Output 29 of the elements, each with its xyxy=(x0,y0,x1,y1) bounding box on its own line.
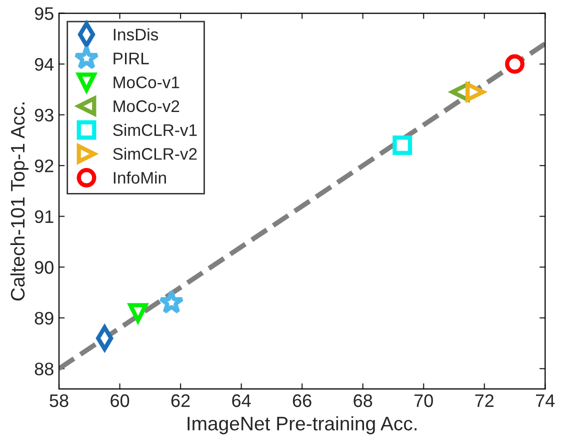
x-tick-label: 68 xyxy=(354,394,372,408)
legend-label: MoCo-v2 xyxy=(114,100,180,112)
x-tick-label: 64 xyxy=(232,394,251,408)
legend-label: InsDis xyxy=(114,28,158,40)
y-tick-label: 90 xyxy=(34,261,54,274)
x-axis-title: ImageNet Pre-training Acc. xyxy=(188,416,416,434)
point xyxy=(392,136,412,155)
y-tick-label: 88 xyxy=(34,362,54,376)
point xyxy=(505,54,524,74)
legend-label: SimCLR-v1 xyxy=(113,124,197,136)
y-tick-label: 95 xyxy=(34,7,54,20)
y-tick-label: 92 xyxy=(34,160,54,172)
x-tick-label: 72 xyxy=(475,394,494,407)
y-tick-label: 93 xyxy=(34,108,54,122)
x-tick-label: 66 xyxy=(292,394,312,408)
y-axis-title: Caltech-101 Top-1 Acc. xyxy=(10,102,29,300)
x-tick-label: 60 xyxy=(110,394,130,408)
y-tick-label: 91 xyxy=(34,210,54,224)
legend-label: PIRL xyxy=(114,52,149,64)
x-tick-label: 70 xyxy=(414,394,433,408)
point xyxy=(158,289,184,314)
legend-label: SimCLR-v2 xyxy=(113,148,197,160)
legend-label: MoCo-v1 xyxy=(114,76,180,88)
x-tick-label: 62 xyxy=(171,394,190,408)
x-tick-label: 58 xyxy=(50,394,68,408)
legend-label: InfoMin xyxy=(114,171,166,184)
y-tick-label: 94 xyxy=(34,58,54,71)
x-tick-label: 74 xyxy=(536,394,555,407)
y-tick-label: 89 xyxy=(34,312,54,325)
